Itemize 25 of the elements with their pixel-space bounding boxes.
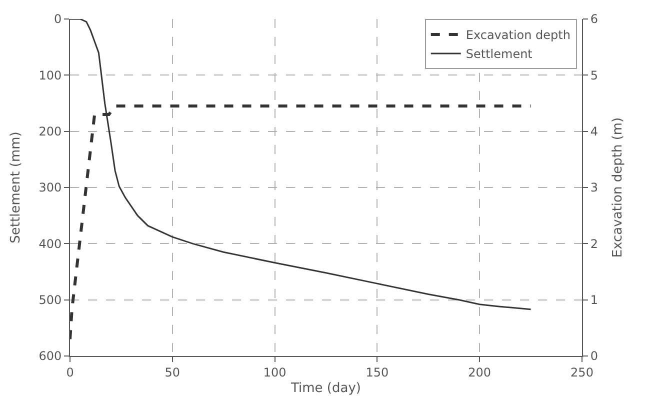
x-tick-label: 200 — [468, 365, 492, 380]
x-tick-label: 250 — [570, 365, 594, 380]
y2-tick-label: 3 — [590, 180, 598, 195]
x-tick-label: 0 — [66, 365, 74, 380]
y2-tick-label: 1 — [590, 293, 598, 308]
x-tick-label: 50 — [164, 365, 180, 380]
y-tick-label: 400 — [38, 236, 62, 251]
legend-label: Excavation depth — [466, 28, 570, 42]
x-axis-title: Time (day) — [290, 381, 362, 396]
y-tick-label: 0 — [54, 12, 62, 26]
y-tick-label: 600 — [38, 349, 62, 364]
y2-tick-label: 6 — [590, 12, 598, 26]
y-axis-title: Settlement (mm) — [8, 132, 24, 244]
y-tick-label: 300 — [38, 180, 62, 195]
y2-tick-label: 4 — [590, 124, 598, 139]
x-tick-label: 150 — [366, 365, 389, 380]
y-tick-label: 200 — [38, 124, 62, 139]
y2-tick-label: 2 — [590, 236, 598, 251]
y2-tick-label: 5 — [590, 68, 598, 82]
y2-tick-label: 0 — [590, 349, 598, 364]
y2-axis-title: Excavation depth (m) — [610, 117, 626, 258]
legend-label: Settlement — [466, 47, 533, 62]
x-tick-label: 100 — [263, 365, 286, 380]
y-tick-label: 500 — [38, 293, 62, 308]
y-tick-label: 100 — [38, 68, 62, 82]
